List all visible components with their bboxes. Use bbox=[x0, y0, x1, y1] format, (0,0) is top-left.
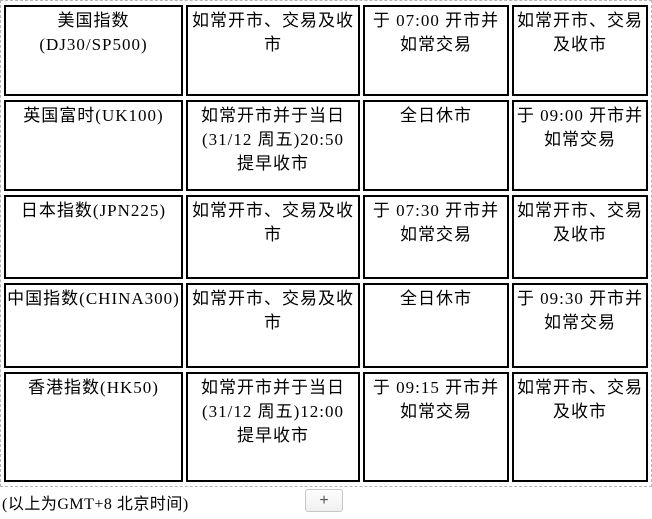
footer: (以上为GMT+8 北京时间) + bbox=[0, 487, 652, 519]
expand-button[interactable]: + bbox=[305, 489, 343, 512]
schedule-cell: 于 09:30 开市并 如常交易 bbox=[512, 283, 648, 368]
table-row-hk-index: 香港指数(HK50) 如常开市并于当日 (31/12 周五)12:00 提早收市… bbox=[4, 372, 648, 482]
schedule-cell: 如常开市、交易及收 市 bbox=[186, 195, 360, 279]
market-schedule-table: 美国指数 (DJ30/SP500) 如常开市、交易及收 市 于 07:00 开市… bbox=[1, 1, 651, 486]
market-name-cell: 美国指数 (DJ30/SP500) bbox=[4, 5, 183, 96]
market-name-cell: 日本指数(JPN225) bbox=[4, 195, 183, 279]
market-name-cell: 英国富时(UK100) bbox=[4, 100, 183, 191]
schedule-table-wrapper: 美国指数 (DJ30/SP500) 如常开市、交易及收 市 于 07:00 开市… bbox=[0, 0, 652, 487]
plus-icon: + bbox=[319, 492, 329, 509]
schedule-cell: 如常开市、交易 及收市 bbox=[512, 372, 648, 482]
schedule-cell: 于 07:30 开市并 如常交易 bbox=[363, 195, 509, 279]
table-row-us-index: 美国指数 (DJ30/SP500) 如常开市、交易及收 市 于 07:00 开市… bbox=[4, 5, 648, 96]
schedule-cell: 于 07:00 开市并 如常交易 bbox=[363, 5, 509, 96]
schedule-cell: 如常开市、交易 及收市 bbox=[512, 5, 648, 96]
schedule-cell: 如常开市并于当日 (31/12 周五)12:00 提早收市 bbox=[186, 372, 360, 482]
schedule-cell: 如常开市、交易及收 市 bbox=[186, 283, 360, 368]
table-row-china-index: 中国指数(CHINA300) 如常开市、交易及收 市 全日休市 于 09:30 … bbox=[4, 283, 648, 368]
market-name-cell: 香港指数(HK50) bbox=[4, 372, 183, 482]
schedule-cell: 如常开市并于当日 (31/12 周五)20:50 提早收市 bbox=[186, 100, 360, 191]
table-row-japan-index: 日本指数(JPN225) 如常开市、交易及收 市 于 07:30 开市并 如常交… bbox=[4, 195, 648, 279]
schedule-cell: 于 09:00 开市并 如常交易 bbox=[512, 100, 648, 191]
market-name-cell: 中国指数(CHINA300) bbox=[4, 283, 183, 368]
schedule-cell: 全日休市 bbox=[363, 283, 509, 368]
timezone-note: (以上为GMT+8 北京时间) bbox=[2, 496, 189, 513]
schedule-cell: 全日休市 bbox=[363, 100, 509, 191]
schedule-cell: 于 09:15 开市并 如常交易 bbox=[363, 372, 509, 482]
schedule-cell: 如常开市、交易及收 市 bbox=[186, 5, 360, 96]
schedule-cell: 如常开市、交易 及收市 bbox=[512, 195, 648, 279]
table-row-uk-index: 英国富时(UK100) 如常开市并于当日 (31/12 周五)20:50 提早收… bbox=[4, 100, 648, 191]
